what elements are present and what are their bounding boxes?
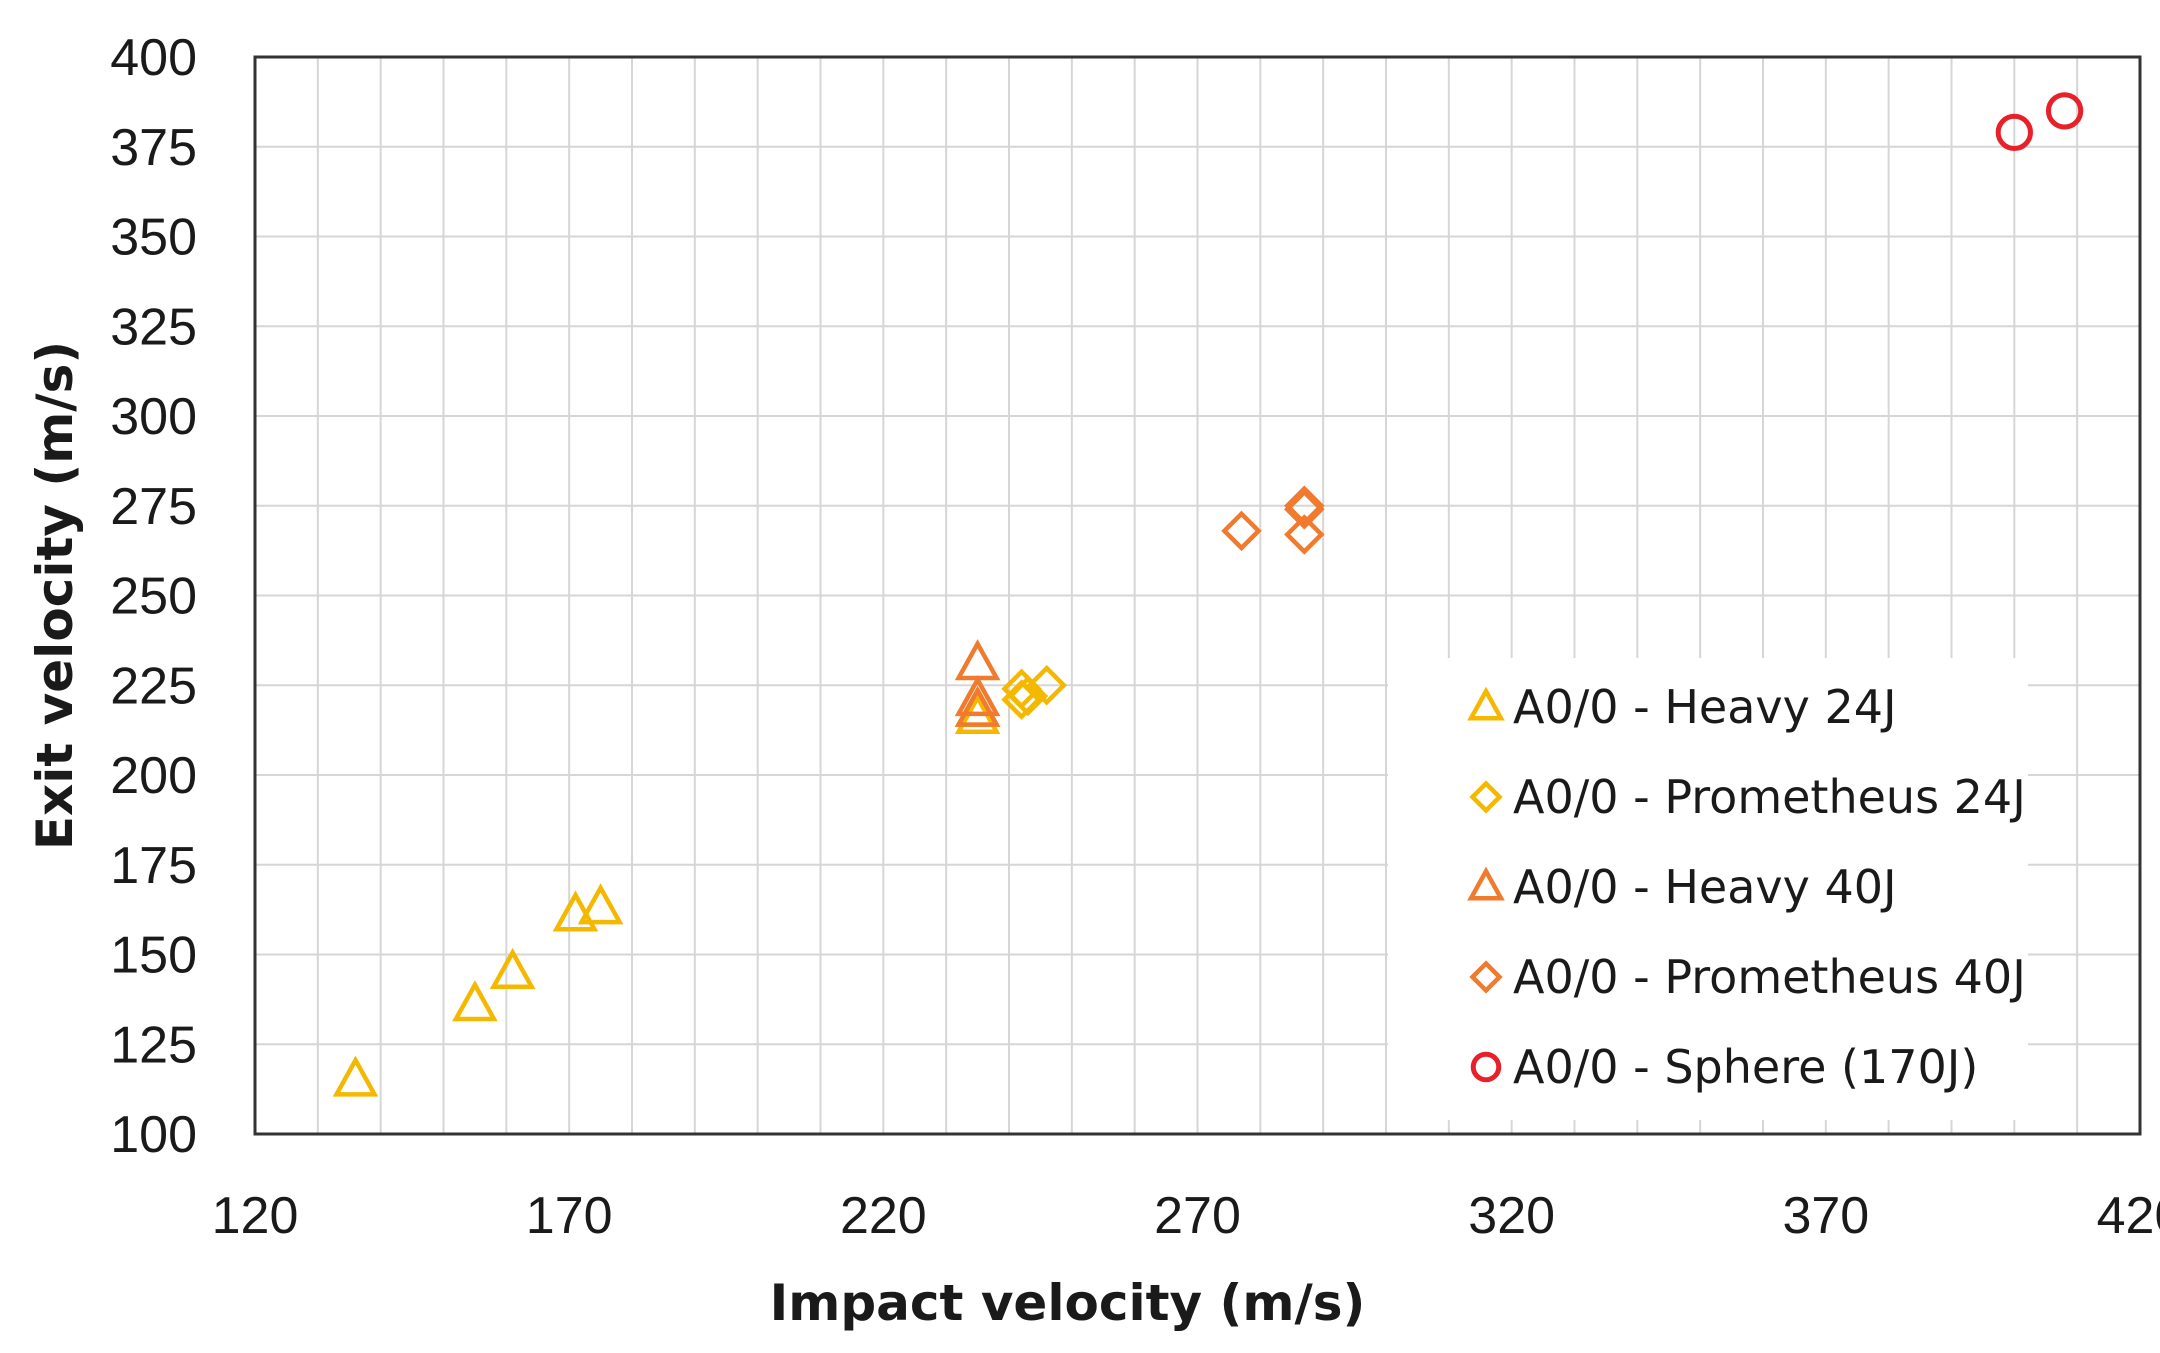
data-point-triangle (577, 883, 624, 925)
y-axis-title: Exit velocity (m/s) (26, 341, 84, 850)
y-tick-label: 300 (110, 388, 197, 446)
data-point-diamond (1221, 510, 1262, 552)
y-tick-label: 100 (110, 1106, 197, 1164)
x-tick-label: 220 (840, 1187, 927, 1245)
x-tick-label: 420 (2097, 1187, 2160, 1245)
data-points (332, 92, 2084, 1097)
y-tick-label: 225 (110, 657, 197, 715)
data-point-circle (2045, 92, 2084, 130)
x-tick-label: 320 (1468, 1187, 1555, 1245)
legend-label: A0/0 - Heavy 40J (1513, 860, 1897, 914)
legend-marker-circle (1470, 1051, 1502, 1083)
y-tick-label: 200 (110, 747, 197, 805)
data-point-diamond (1284, 485, 1325, 527)
data-point-triangle (332, 1055, 379, 1097)
data-point-diamond (1007, 675, 1049, 717)
y-tick-label: 275 (110, 478, 197, 536)
y-tick-label: 175 (110, 837, 197, 895)
x-axis-tick-labels: 120 170 220 270 320 370 420 (212, 1187, 2160, 1245)
y-tick-label: 375 (110, 119, 197, 177)
legend-marker-triangle (1467, 686, 1505, 721)
y-tick-label: 350 (110, 209, 197, 267)
legend-label: A0/0 - Sphere (170J) (1513, 1040, 1978, 1094)
y-tick-label: 400 (110, 29, 197, 87)
data-point-diamond (1284, 514, 1325, 555)
legend-label: A0/0 - Heavy 24J (1513, 680, 1897, 734)
y-tick-label: 125 (110, 1016, 197, 1074)
plot-area-border (253, 55, 2142, 1136)
legend: A0/0 - Heavy 24J A0/0 - Prometheus 24J A0/… (1467, 680, 2026, 1094)
y-tick-label: 250 (110, 568, 197, 626)
data-point-triangle (954, 675, 1001, 717)
x-tick-label: 270 (1154, 1187, 1241, 1245)
x-tick-label: 170 (526, 1187, 613, 1245)
data-point-diamond (1284, 489, 1325, 530)
legend-label: A0/0 - Prometheus 40J (1513, 950, 2026, 1004)
data-point-triangle (489, 947, 536, 989)
data-point-diamond (1026, 664, 1067, 706)
y-tick-label: 325 (110, 298, 197, 356)
legend-marker-diamond (1469, 780, 1503, 814)
data-point-triangle (954, 685, 1001, 727)
x-axis-title: Impact velocity (m/s) (770, 1274, 1366, 1332)
legend-marker-diamond (1469, 960, 1503, 994)
data-point-triangle (452, 980, 498, 1022)
x-tick-label: 370 (1782, 1187, 1869, 1245)
y-axis-tick-labels: 100 125 150 175 200 225 250 275 300 325 350 375 400 (110, 29, 197, 1164)
data-point-circle (1995, 113, 2033, 152)
legend-marker-triangle (1467, 866, 1505, 901)
legend-label: A0/0 - Prometheus 24J (1513, 770, 2026, 824)
y-tick-label: 150 (110, 927, 197, 985)
x-tick-label: 120 (212, 1187, 299, 1245)
